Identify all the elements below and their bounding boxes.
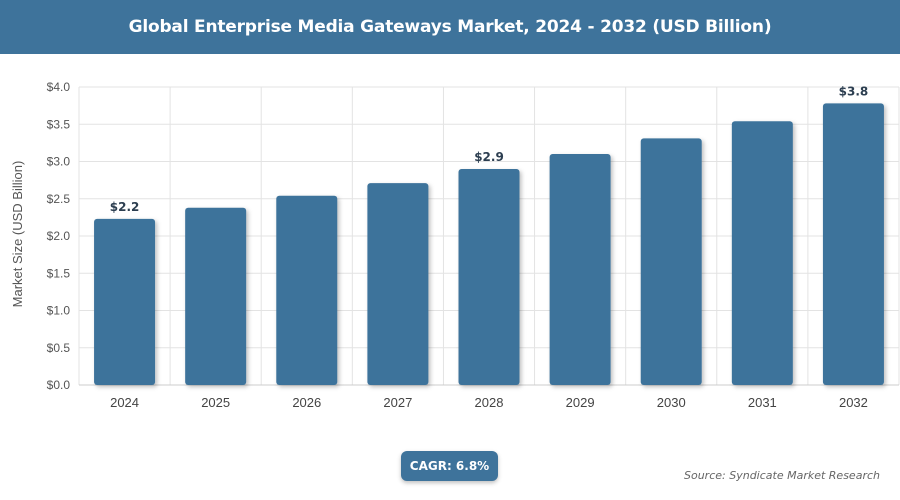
x-tick-label: 2024	[110, 395, 139, 410]
y-tick-label: $2.0	[47, 229, 71, 243]
chart-title-bar: Global Enterprise Media Gateways Market,…	[0, 0, 900, 54]
bar-2025	[185, 207, 247, 385]
data-label-2032: $3.8	[839, 84, 869, 98]
y-tick-label: $1.0	[47, 304, 71, 318]
x-tick-label: 2030	[657, 395, 686, 410]
y-tick-label: $2.5	[47, 192, 71, 206]
bar-2024	[94, 218, 156, 385]
y-tick-label: $0.5	[47, 341, 71, 355]
bar-2031	[731, 121, 793, 386]
y-tick-label: $3.5	[47, 117, 71, 131]
x-tick-label: 2032	[839, 395, 868, 410]
y-tick-label: $1.5	[47, 266, 71, 280]
x-tick-label: 2029	[566, 395, 595, 410]
cagr-badge: CAGR: 6.8%	[401, 451, 498, 481]
y-axis-label: Market Size (USD Billion)	[10, 161, 25, 308]
y-tick-label: $3.0	[47, 155, 71, 169]
bar-2032	[822, 103, 884, 385]
source-note: Source: Syndicate Market Research	[684, 469, 880, 482]
data-label-2028: $2.9	[474, 150, 504, 164]
bar-2027	[367, 183, 429, 385]
x-tick-label: 2025	[201, 395, 230, 410]
y-tick-label: $0.0	[47, 378, 71, 392]
x-axis-ticks: 2024 2025 2026 2027 2028 2029 2030 2031 2032	[110, 395, 868, 410]
x-tick-label: 2027	[383, 395, 412, 410]
x-tick-label: 2026	[292, 395, 321, 410]
bar-chart: $0.0 $0.5 $1.0 $1.5 $2.0 $2.5 $3.0 $3.5 $4.0 $2.…	[10, 80, 900, 410]
bars	[94, 103, 884, 386]
y-tick-label: $4.0	[47, 80, 71, 94]
data-labels: $2.2 $2.9 $3.8	[110, 84, 868, 213]
chart-title: Global Enterprise Media Gateways Market,…	[128, 17, 772, 37]
x-tick-label: 2028	[475, 395, 504, 410]
bar-2028	[458, 168, 520, 385]
data-label-2024: $2.2	[110, 200, 140, 214]
x-tick-label: 2031	[748, 395, 777, 410]
bar-2026	[276, 195, 338, 385]
bar-2029	[549, 154, 611, 385]
y-axis-ticks: $0.0 $0.5 $1.0 $1.5 $2.0 $2.5 $3.0 $3.5 $4.0	[47, 80, 71, 392]
bar-2030	[640, 138, 702, 385]
